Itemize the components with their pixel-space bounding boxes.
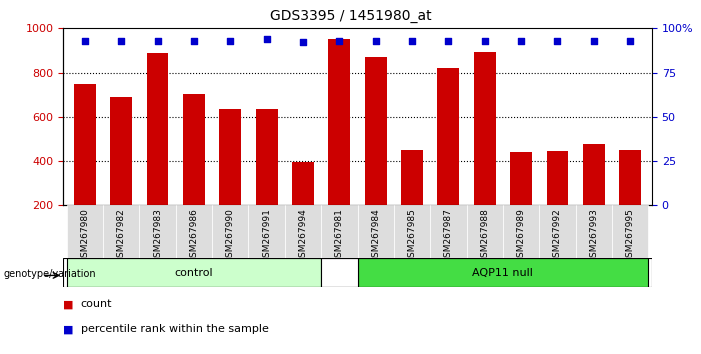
Point — [479, 38, 490, 44]
Bar — [67, 205, 103, 258]
Point — [189, 38, 200, 44]
Point — [588, 38, 599, 44]
Bar — [467, 205, 503, 258]
Text: GSM267995: GSM267995 — [625, 208, 634, 263]
Text: count: count — [81, 299, 112, 309]
Bar — [401, 150, 423, 250]
Bar — [285, 205, 321, 258]
Text: GSM267991: GSM267991 — [262, 208, 271, 263]
Point — [116, 38, 127, 44]
Bar — [321, 258, 358, 287]
Text: GSM267992: GSM267992 — [553, 208, 562, 263]
Text: GSM267994: GSM267994 — [299, 208, 308, 263]
Text: GSM267984: GSM267984 — [372, 208, 380, 263]
Text: GSM267993: GSM267993 — [590, 208, 598, 263]
Text: GSM267989: GSM267989 — [517, 208, 526, 263]
Text: GSM267990: GSM267990 — [226, 208, 235, 263]
Text: control: control — [175, 268, 213, 278]
Bar — [576, 205, 612, 258]
Bar — [256, 109, 278, 250]
Bar — [321, 205, 358, 258]
Bar — [219, 109, 241, 250]
Text: GSM267981: GSM267981 — [335, 208, 343, 263]
Bar — [212, 205, 248, 258]
Bar — [248, 205, 285, 258]
Bar — [437, 68, 459, 250]
Bar — [358, 258, 648, 287]
Bar — [510, 152, 532, 250]
Text: GSM267982: GSM267982 — [117, 208, 125, 263]
Text: GSM267980: GSM267980 — [81, 208, 90, 263]
Bar — [365, 57, 386, 250]
Point — [79, 38, 90, 44]
Bar — [176, 205, 212, 258]
Bar — [329, 39, 350, 250]
Bar — [67, 258, 321, 287]
Point — [515, 38, 526, 44]
Text: genotype/variation: genotype/variation — [4, 269, 96, 279]
Text: GSM267983: GSM267983 — [153, 208, 162, 263]
Bar — [358, 205, 394, 258]
Text: ■: ■ — [63, 324, 74, 334]
Point — [297, 40, 308, 45]
Bar — [394, 205, 430, 258]
Point — [625, 38, 636, 44]
Bar — [539, 205, 576, 258]
Point — [552, 38, 563, 44]
Text: ■: ■ — [63, 299, 74, 309]
Bar — [110, 97, 132, 250]
Bar — [183, 93, 205, 250]
Text: GSM267988: GSM267988 — [480, 208, 489, 263]
Point — [370, 38, 381, 44]
Text: GSM267986: GSM267986 — [189, 208, 198, 263]
Bar — [474, 52, 496, 250]
Point — [443, 38, 454, 44]
Point — [407, 38, 418, 44]
Text: GSM267985: GSM267985 — [407, 208, 416, 263]
Bar — [147, 53, 168, 250]
Point — [334, 38, 345, 44]
Point — [225, 38, 236, 44]
Point — [152, 38, 163, 44]
Bar — [74, 84, 96, 250]
Point — [261, 36, 272, 42]
Bar — [139, 205, 176, 258]
Bar — [430, 205, 467, 258]
Bar — [547, 151, 569, 250]
Text: GSM267987: GSM267987 — [444, 208, 453, 263]
Bar — [103, 205, 139, 258]
Bar — [292, 162, 314, 250]
Bar — [503, 205, 539, 258]
Bar — [583, 144, 605, 250]
Bar — [612, 205, 648, 258]
Bar — [619, 150, 641, 250]
Text: GDS3395 / 1451980_at: GDS3395 / 1451980_at — [270, 9, 431, 23]
Text: percentile rank within the sample: percentile rank within the sample — [81, 324, 268, 334]
Text: AQP11 null: AQP11 null — [472, 268, 533, 278]
